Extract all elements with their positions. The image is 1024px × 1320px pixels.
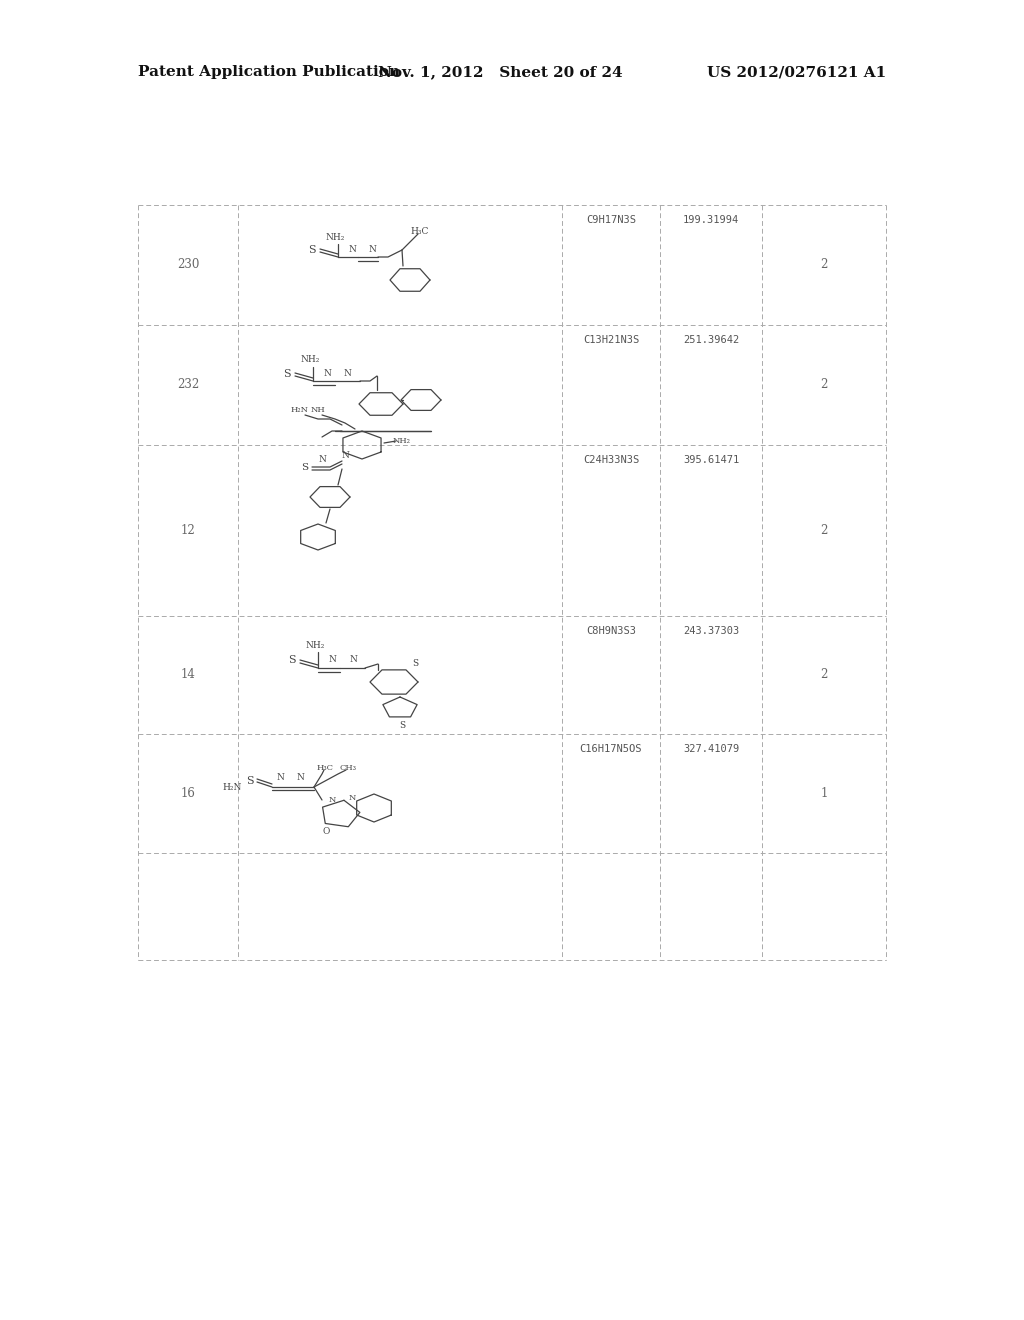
Text: 251.39642: 251.39642 [683,335,739,345]
Text: N: N [368,246,376,255]
Text: N: N [318,455,326,465]
Text: 327.41079: 327.41079 [683,744,739,754]
Text: C9H17N3S: C9H17N3S [586,215,636,224]
Text: 14: 14 [180,668,196,681]
Text: 199.31994: 199.31994 [683,215,739,224]
Text: NH₂: NH₂ [305,642,325,651]
Text: C8H9N3S3: C8H9N3S3 [586,626,636,636]
Text: N: N [323,370,331,379]
Text: Nov. 1, 2012   Sheet 20 of 24: Nov. 1, 2012 Sheet 20 of 24 [378,65,623,79]
Text: S: S [284,370,291,379]
Text: N: N [341,450,349,459]
Text: C24H33N3S: C24H33N3S [583,455,639,465]
Text: N: N [296,774,304,783]
Text: Patent Application Publication: Patent Application Publication [138,65,400,79]
Text: CH₃: CH₃ [340,764,356,772]
Text: H₂N: H₂N [222,784,242,792]
Text: S: S [288,655,296,665]
Text: H₃C: H₃C [316,764,334,772]
Text: O: O [323,828,330,837]
Text: 1: 1 [820,787,827,800]
Text: C13H21N3S: C13H21N3S [583,335,639,345]
Text: 243.37303: 243.37303 [683,626,739,636]
Text: NH₂: NH₂ [300,355,319,364]
Text: NH: NH [310,407,326,414]
Text: NH₂: NH₂ [393,437,411,445]
Text: S: S [399,721,406,730]
Text: C16H17N5OS: C16H17N5OS [580,744,642,754]
Text: 12: 12 [180,524,196,537]
Text: N: N [348,246,356,255]
Text: NH₂: NH₂ [326,234,345,243]
Text: 395.61471: 395.61471 [683,455,739,465]
Text: 2: 2 [820,379,827,392]
Text: S: S [308,246,315,255]
Text: H₂N: H₂N [291,407,309,414]
Text: 16: 16 [180,787,196,800]
Text: S: S [412,660,418,668]
Text: N: N [329,796,336,804]
Text: N: N [328,656,336,664]
Text: N: N [276,774,284,783]
Text: H₃C: H₃C [411,227,429,236]
Text: US 2012/0276121 A1: US 2012/0276121 A1 [707,65,886,79]
Text: N: N [343,370,351,379]
Text: N: N [349,656,357,664]
Text: 232: 232 [177,379,199,392]
Text: N: N [348,795,355,803]
Text: 230: 230 [177,259,200,272]
Text: S: S [246,776,254,785]
Text: 2: 2 [820,524,827,537]
Text: S: S [301,462,308,471]
Text: 2: 2 [820,259,827,272]
Text: 2: 2 [820,668,827,681]
